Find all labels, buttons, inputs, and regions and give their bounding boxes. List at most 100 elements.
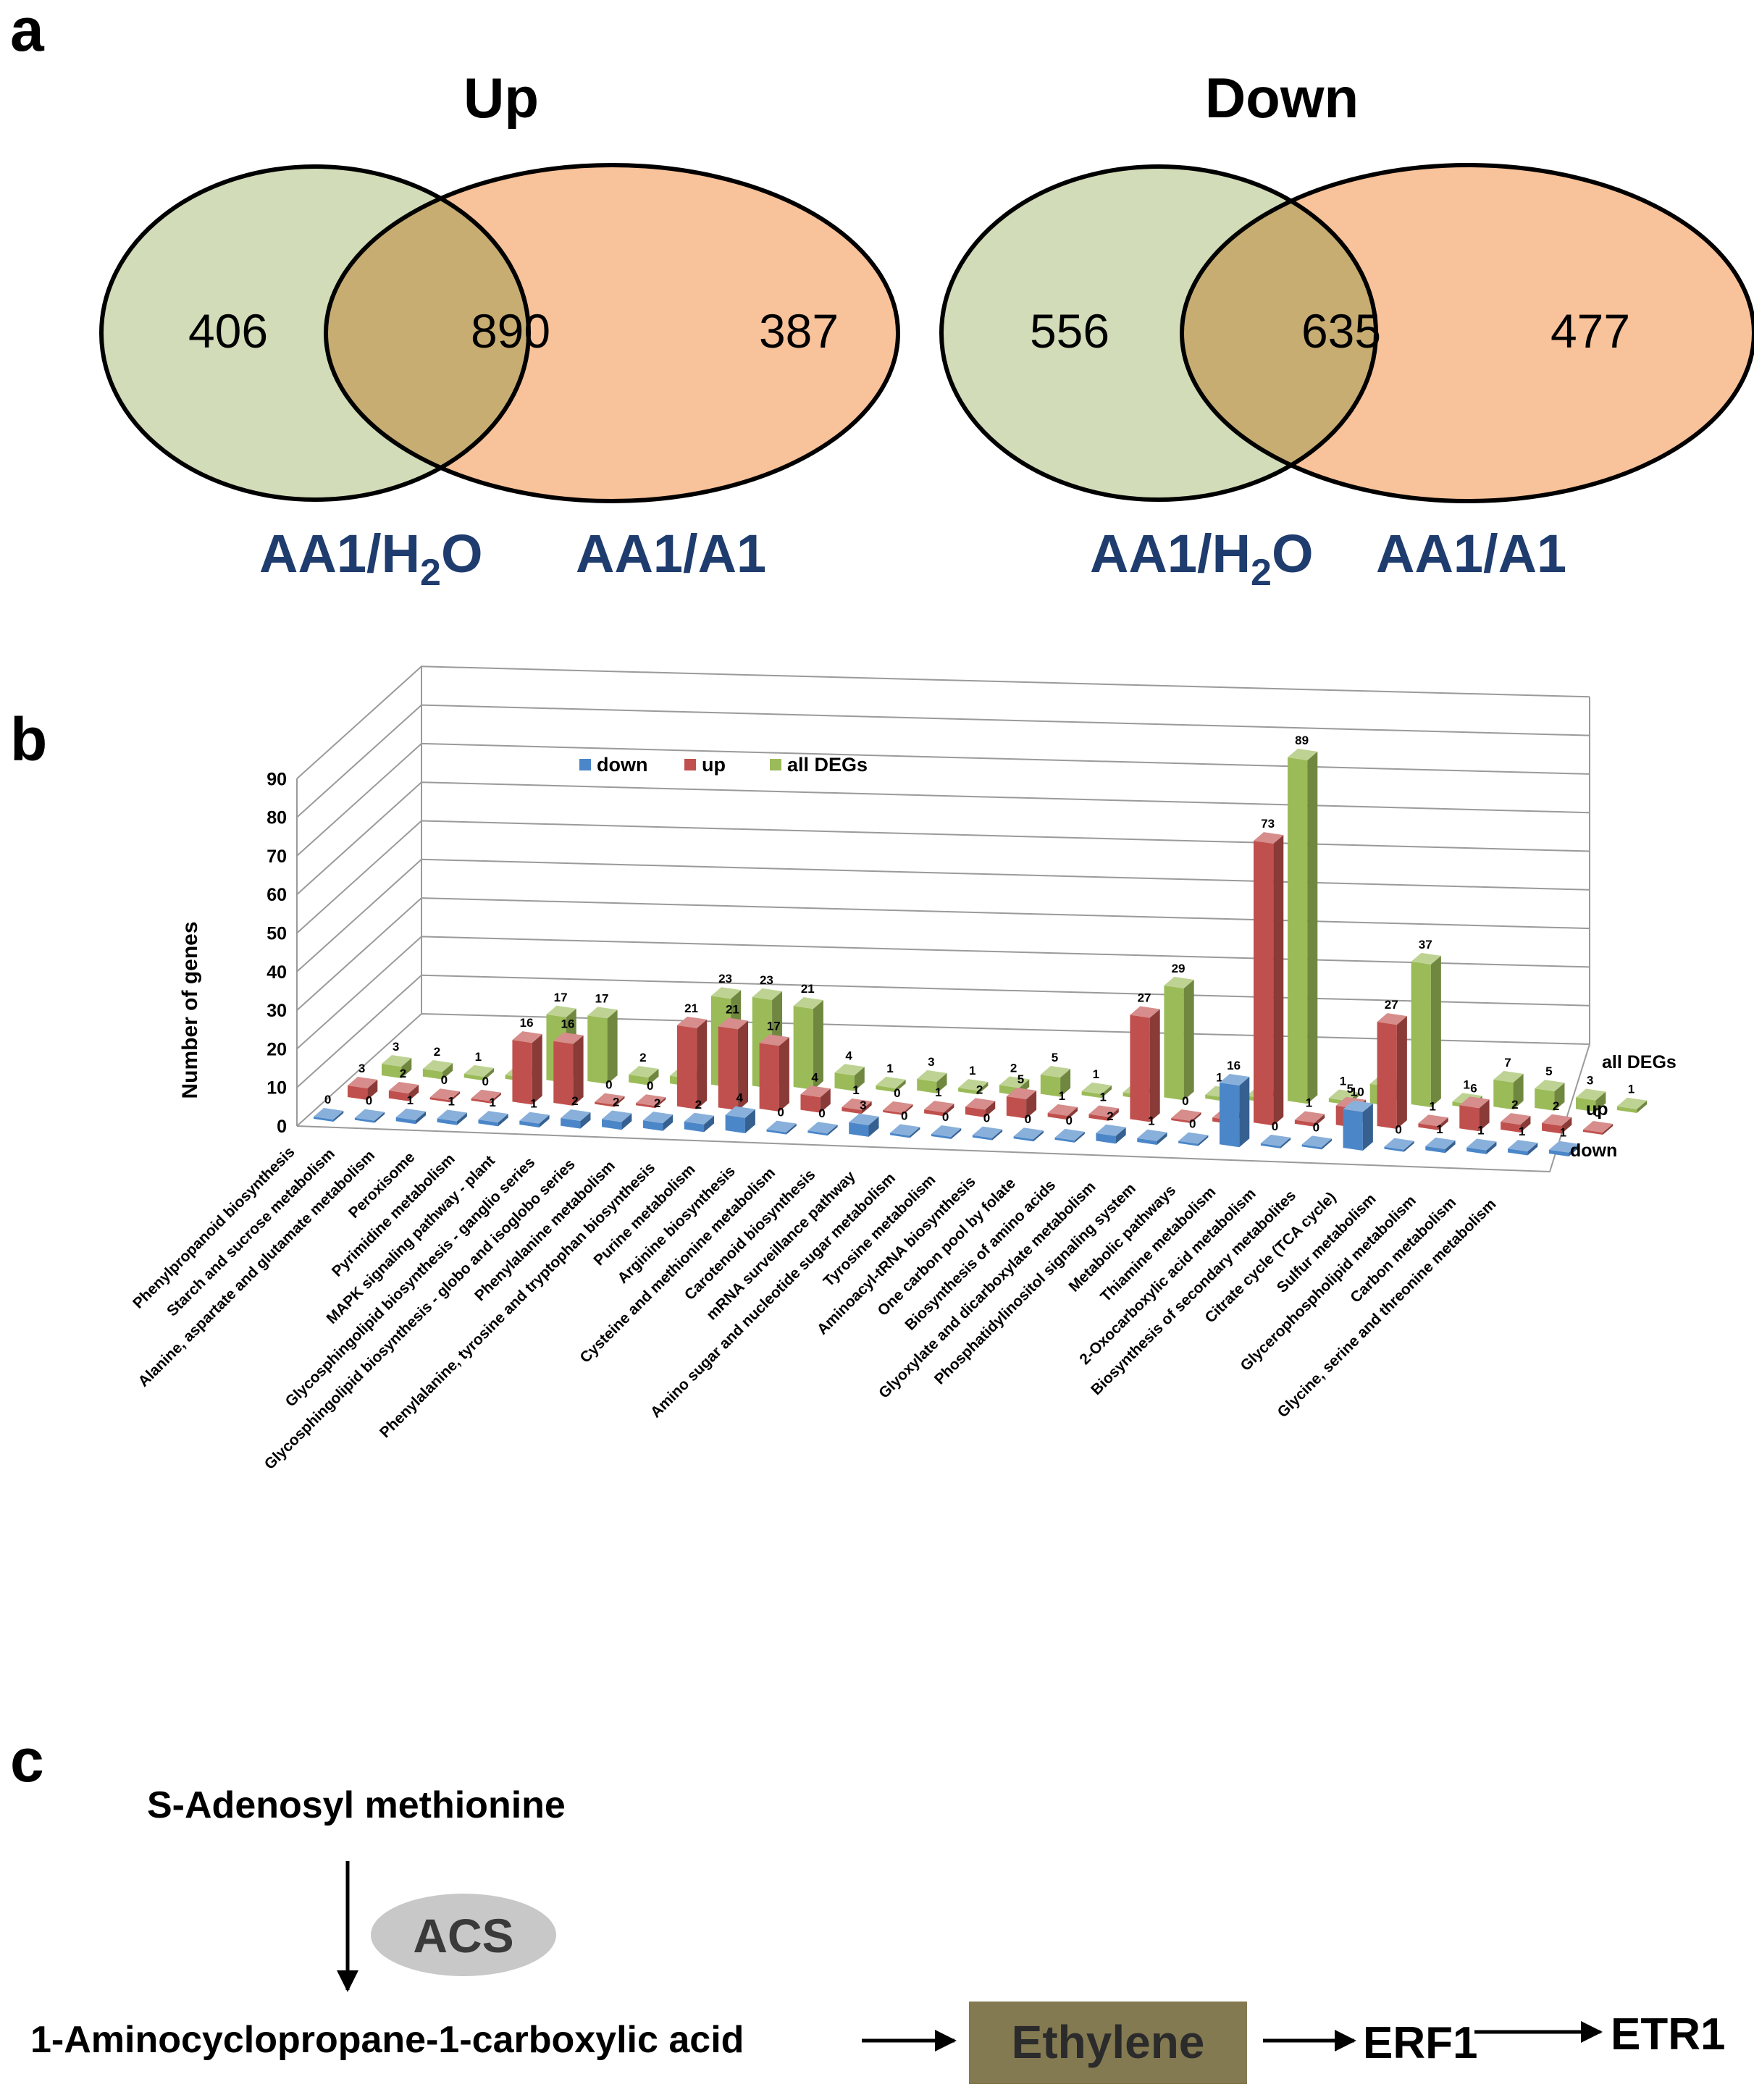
- bar: 0: [1171, 1094, 1201, 1124]
- bar-top: [1137, 1129, 1167, 1141]
- bar-front: [1582, 1130, 1603, 1135]
- bar-front: [917, 1078, 937, 1093]
- bar: 21: [676, 1001, 708, 1109]
- bar: 5: [1040, 1051, 1071, 1097]
- panel-a-letter: a: [10, 0, 45, 64]
- y-tick-label: 70: [267, 847, 287, 867]
- bar: 1: [1088, 1090, 1119, 1121]
- bar-front: [1171, 1118, 1191, 1124]
- depth-axis-label-up: up: [1586, 1099, 1608, 1120]
- bar-top: [800, 1085, 831, 1098]
- bar-front: [931, 1134, 952, 1140]
- bar-front: [1253, 841, 1274, 1126]
- bar-top: [1384, 1138, 1414, 1150]
- bar-side: [978, 1082, 989, 1095]
- bar-top: [1294, 1111, 1325, 1123]
- bar: 4: [725, 1091, 755, 1134]
- bar-side: [1191, 1112, 1201, 1124]
- y-tick-label: 10: [267, 1078, 287, 1099]
- bar-top: [883, 1101, 913, 1113]
- bar-side: [621, 1113, 632, 1130]
- bar-top: [422, 1059, 453, 1072]
- bar: 2: [422, 1045, 453, 1080]
- bar-top: [965, 1098, 996, 1110]
- bar-front: [629, 1074, 649, 1085]
- bar-front: [595, 1101, 615, 1107]
- data-label: 10: [1351, 1085, 1364, 1099]
- bar-side: [498, 1114, 508, 1127]
- bar-side: [607, 1009, 618, 1085]
- bar-top: [395, 1108, 427, 1120]
- data-label: 2: [976, 1083, 983, 1096]
- data-label: 0: [1065, 1114, 1072, 1127]
- bar: 1: [437, 1094, 467, 1125]
- bar-side: [1074, 1131, 1085, 1143]
- y-tick-label: 50: [267, 924, 287, 944]
- bar-top: [1418, 1114, 1448, 1127]
- venn-down-overlap: [1182, 167, 1376, 500]
- bar: 0: [1260, 1120, 1291, 1148]
- bar: 1: [1466, 1124, 1497, 1154]
- bar: 1: [876, 1062, 906, 1093]
- data-label: 1: [1429, 1099, 1435, 1113]
- bar-front: [718, 1026, 739, 1111]
- bar-top: [1493, 1070, 1524, 1083]
- bar-top: [1582, 1121, 1614, 1133]
- bar-side: [663, 1114, 674, 1131]
- data-label: 21: [684, 1001, 698, 1015]
- bar-front: [1616, 1106, 1637, 1114]
- bar-top: [595, 1093, 625, 1105]
- bar: 29: [1164, 962, 1194, 1101]
- bar-front: [1047, 1112, 1067, 1120]
- category-label: Biosynthesis of amino acids: [902, 1177, 1059, 1334]
- chart-legend: down up all DEGs: [579, 754, 868, 776]
- bar: 1: [1137, 1114, 1167, 1146]
- data-label: 1: [1463, 1078, 1469, 1091]
- bar-top: [1006, 1087, 1037, 1099]
- bar-front: [512, 1040, 532, 1105]
- data-label: 16: [520, 1016, 534, 1030]
- ethylene-box: [969, 2002, 1247, 2084]
- bar-side: [374, 1112, 385, 1123]
- bar-front: [1418, 1123, 1438, 1130]
- bar-side: [861, 1101, 872, 1114]
- bar-top: [684, 1112, 715, 1125]
- bar-front: [800, 1094, 821, 1113]
- bar-side: [456, 1112, 467, 1125]
- bar-side: [1396, 1016, 1407, 1130]
- bar-side: [786, 1123, 797, 1135]
- data-label: 0: [942, 1110, 949, 1124]
- data-label: 1: [1099, 1090, 1106, 1104]
- bar-side: [1101, 1085, 1112, 1099]
- bar-front: [471, 1098, 491, 1104]
- venn-up-overlap: [326, 167, 529, 500]
- bar-side: [1561, 1117, 1572, 1134]
- bar-top: [842, 1098, 872, 1110]
- data-label: 73: [1261, 817, 1275, 831]
- acc-label: 1-Aminocyclopropane-1-carboxylic acid: [30, 2019, 744, 2061]
- data-label: 0: [1182, 1094, 1188, 1108]
- bar: 0: [1582, 1106, 1614, 1135]
- venn-up-left-count: 406: [188, 304, 268, 358]
- bar-front: [1384, 1146, 1404, 1152]
- bar-top: [561, 1109, 591, 1121]
- bar-top: [1287, 748, 1318, 760]
- bar-front: [348, 1085, 368, 1100]
- bar-front: [602, 1119, 622, 1130]
- data-label: 0: [1395, 1123, 1401, 1137]
- bar: 1: [924, 1085, 954, 1117]
- bar-top: [1096, 1124, 1126, 1136]
- bar: 2: [684, 1098, 715, 1133]
- erf1-label: ERF1: [1363, 2018, 1477, 2068]
- bar: 2: [388, 1067, 419, 1101]
- gridline: [296, 742, 1590, 857]
- data-label: 1: [530, 1097, 537, 1111]
- venn-down-right-count: 477: [1551, 304, 1630, 358]
- bar: 1: [1616, 1083, 1648, 1114]
- venn-up-right-count: 387: [759, 304, 839, 358]
- data-label: 2: [1107, 1109, 1113, 1123]
- bar: 0: [314, 1093, 344, 1122]
- bar: 0: [1301, 1120, 1332, 1150]
- bar-top: [478, 1111, 508, 1123]
- gridline: [296, 820, 1590, 934]
